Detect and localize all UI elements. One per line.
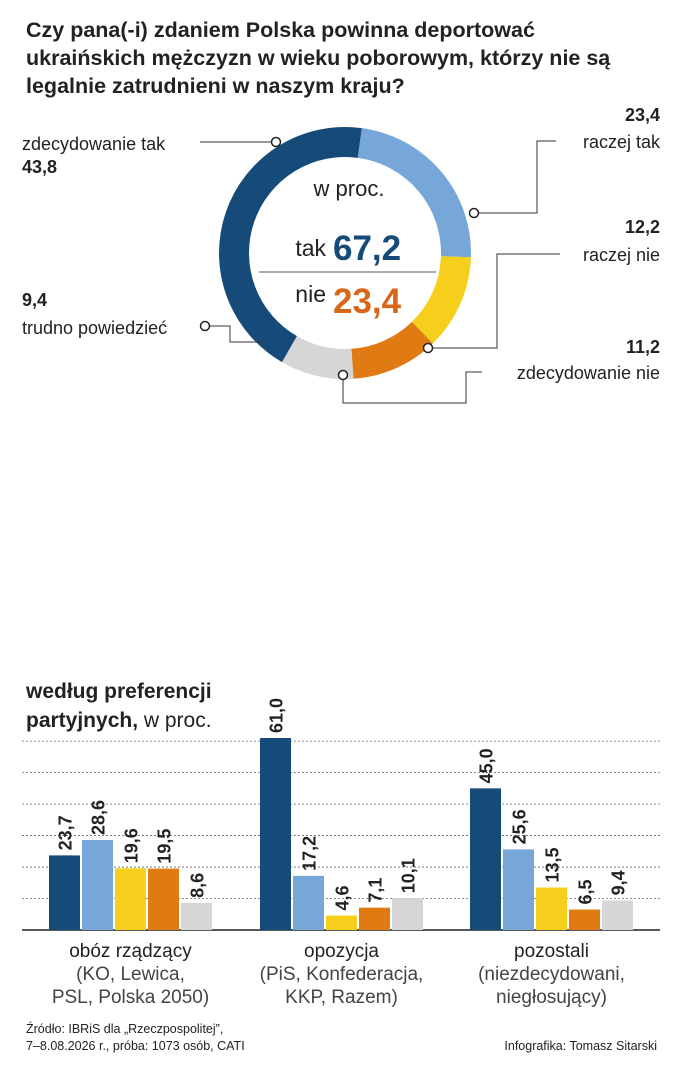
donut-slice-3	[350, 321, 433, 379]
donut-slice-label-0: zdecydowanie tak	[22, 134, 166, 154]
group-label-1: opozycja	[304, 941, 379, 962]
donut-slice-0	[219, 127, 362, 363]
callout-dot-3	[337, 369, 349, 381]
group-sublabel-0-1: (KO, Lewica,	[76, 964, 185, 985]
callout-dot-1	[468, 207, 480, 219]
group-label-0: obóz rządzący	[69, 941, 192, 962]
callout-line-4	[205, 325, 262, 343]
bar-g2-s0	[470, 788, 501, 930]
bar-value-g1-s4: 10,1	[399, 858, 419, 893]
bar-value-g0-s0: 23,7	[56, 815, 76, 850]
donut-slice-label-2: raczej nie	[583, 245, 660, 265]
credit-note: Infografika: Tomasz Sitarski	[504, 1039, 657, 1053]
group-label-2: pozostali	[514, 941, 589, 962]
donut-no-value: 23,4	[333, 282, 402, 321]
donut-slice-4	[282, 335, 354, 379]
callout-dot-4	[199, 320, 211, 332]
bar-value-g0-s3: 19,5	[155, 829, 175, 864]
donut-slice-value-3: 11,2	[626, 337, 660, 357]
bar-value-g1-s0: 61,0	[267, 698, 287, 733]
callout-dot-2	[422, 342, 434, 354]
donut-unit-label: w proc.	[313, 176, 385, 201]
donut-no-label: nie	[295, 281, 326, 307]
callout-line-1	[474, 140, 556, 214]
donut-slice-label-3: zdecydowanie nie	[517, 363, 660, 383]
bar-g0-s2	[115, 868, 146, 930]
group-sublabel-0-2: PSL, Polska 2050)	[52, 987, 209, 1008]
chart-title: Czy pana(-i) zdaniem Polska powinna depo…	[26, 18, 611, 98]
bar-chart: 23,7 28,6 19,6 19,5 8,6 obóz rządzący(KO, Lew…	[22, 698, 660, 1008]
bar-value-g2-s0: 45,0	[477, 748, 497, 783]
donut-slice-label-1: raczej tak	[583, 132, 661, 152]
bar-g1-s1	[293, 875, 324, 930]
bar-g2-s1	[503, 849, 534, 930]
bar-g0-s4	[181, 902, 212, 930]
callout-dot-0	[270, 136, 282, 148]
donut-slice-value-2: 12,2	[625, 217, 660, 237]
bar-chart-title-bold: według preferencji partyjnych,	[26, 680, 212, 732]
bar-g2-s3	[569, 909, 600, 930]
source-note: Źródło: IBRiS dla „Rzeczpospolitej”, 7–8…	[26, 1022, 245, 1053]
bar-value-g1-s3: 7,1	[366, 878, 386, 903]
bar-g1-s3	[359, 907, 390, 930]
bar-chart-title: według preferencji partyjnych, w proc.	[26, 677, 256, 735]
donut-slice-label-4: trudno powiedzieć	[22, 318, 167, 338]
bar-value-g2-s1: 25,6	[510, 809, 530, 844]
bar-g2-s4	[602, 900, 633, 930]
bar-value-g0-s4: 8,6	[188, 873, 208, 898]
bar-g0-s1	[82, 839, 113, 930]
donut-slice-value-4: 9,4	[22, 290, 47, 310]
donut-yes-label: tak	[295, 235, 326, 261]
group-sublabel-1-2: KKP, Razem)	[285, 987, 398, 1008]
bar-value-g0-s2: 19,6	[122, 828, 142, 863]
bar-g1-s4	[392, 898, 423, 930]
donut-slice-1	[357, 128, 471, 258]
donut-chart: w proc. tak 67,2 nie 23,4 zdecydowanie tak 43,…	[22, 105, 661, 404]
bar-value-g2-s4: 9,4	[609, 870, 629, 895]
donut-yes-value: 67,2	[333, 229, 401, 268]
bar-g1-s0	[260, 738, 291, 930]
group-sublabel-2-1: (niezdecydowani,	[478, 964, 625, 985]
callout-line-3	[342, 371, 482, 404]
group-sublabel-2-2: niegłosujący)	[496, 987, 607, 1008]
donut-slice-value-1: 23,4	[625, 105, 660, 125]
donut-slice-value-0: 43,8	[22, 157, 57, 177]
bar-value-g1-s1: 17,2	[300, 836, 320, 871]
bar-value-g2-s3: 6,5	[576, 880, 596, 905]
bar-g2-s2	[536, 887, 567, 930]
bar-chart-title-unit: w proc.	[138, 709, 212, 732]
group-sublabel-1-1: (PiS, Konfederacja,	[260, 964, 424, 985]
bar-value-g1-s2: 4,6	[333, 885, 353, 910]
bar-value-g2-s2: 13,5	[543, 847, 563, 882]
callout-line-2	[428, 253, 560, 349]
bar-value-g0-s1: 28,6	[89, 800, 109, 835]
bar-g0-s3	[148, 868, 179, 930]
bar-g1-s2	[326, 915, 357, 930]
bar-g0-s0	[49, 855, 80, 930]
donut-slice-2	[411, 255, 471, 344]
